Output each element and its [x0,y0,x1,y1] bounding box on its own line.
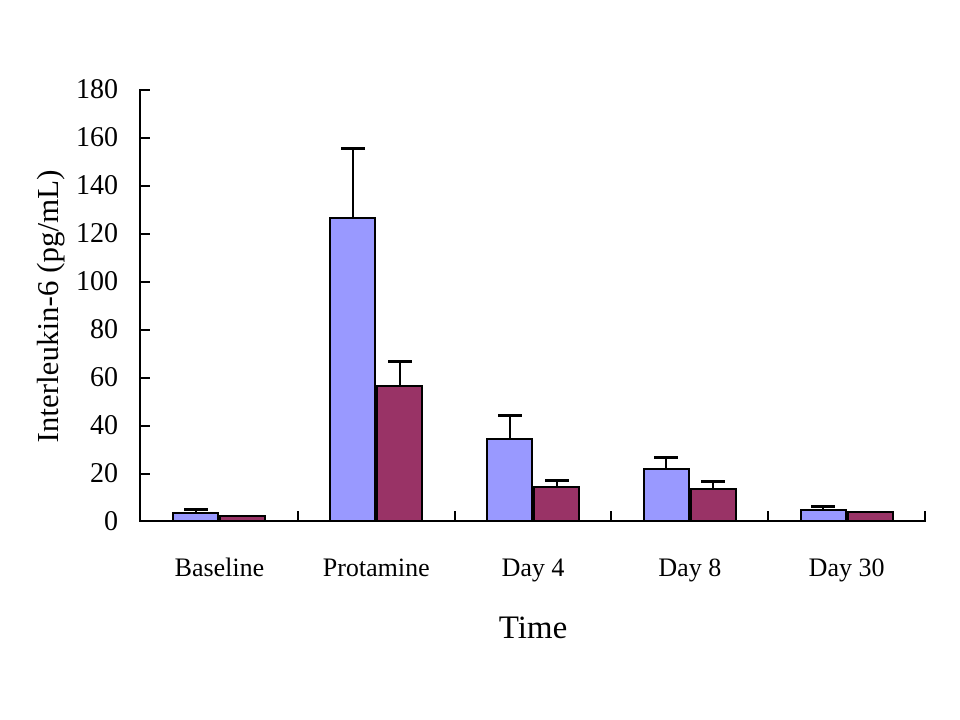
y-tick [141,89,150,91]
x-tick [453,511,456,520]
y-tick-label: 100 [76,266,118,297]
y-tick [141,185,150,187]
x-category-label: Protamine [322,553,430,582]
error-bar-cap [183,507,208,511]
bar-plum-day-4 [533,486,580,522]
y-tick-label: 40 [90,410,118,441]
y-tick [141,137,150,139]
error-bar-cap [340,146,365,150]
bar-lavender-protamine [329,217,377,522]
error-bar-line [351,147,354,218]
error-bar-line [555,480,558,486]
error-bar-line [508,415,511,438]
y-tick [141,425,150,427]
bar-plum-day-30 [846,511,894,522]
y-tick-label: 60 [90,362,118,393]
x-tick [767,511,770,520]
error-bar-cap [654,456,679,460]
y-tick-label: 120 [76,218,118,249]
error-bar-cap [387,360,412,364]
error-bar-cap [811,505,836,509]
y-tick [141,329,150,331]
error-bar-line [665,457,668,468]
bar-lavender-day-8 [642,468,690,522]
y-axis-title: Interleukin-6 (pg/mL) [30,169,65,443]
y-tick [141,281,150,283]
y-tick-label: 0 [104,506,118,537]
y-axis-line [139,89,141,522]
x-axis-title: Time [498,610,568,646]
y-tick-label: 160 [76,122,118,153]
y-tick-label: 80 [90,314,118,345]
bar-plum-protamine [376,385,424,522]
error-bar-cap [497,414,522,418]
x-category-label: Day 30 [808,553,885,582]
bar-lavender-day-4 [486,438,533,522]
y-tick [141,233,150,235]
y-tick [141,473,150,475]
bar-plum-day-8 [689,488,737,522]
y-tick-label: 140 [76,170,118,201]
error-bar-cap [544,479,569,482]
bar-lavender-day-30 [799,508,847,522]
x-tick [924,511,926,520]
y-tick-label: 20 [90,458,118,489]
x-tick [610,511,613,520]
error-bar-cap [701,480,726,484]
bar-lavender-baseline [172,512,220,522]
y-tick-label: 180 [76,74,118,105]
x-category-label: Baseline [174,553,265,582]
x-category-label: Day 4 [501,553,565,582]
x-tick [296,511,299,520]
x-category-label: Day 8 [658,553,722,582]
error-bar-line [712,481,715,489]
y-tick [141,377,150,379]
bar-plum-baseline [219,514,267,522]
error-bar-line [398,361,401,386]
